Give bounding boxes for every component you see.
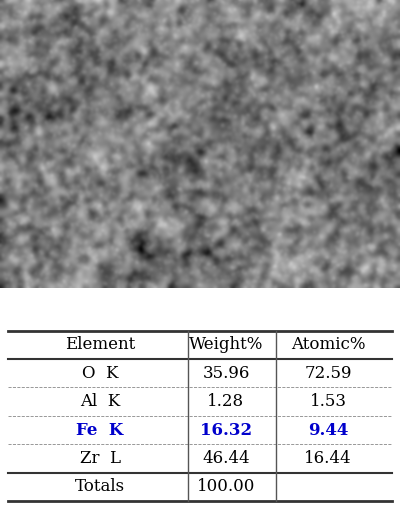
Text: 35.96: 35.96 [202,365,250,382]
Text: 16.32: 16.32 [200,422,252,439]
Text: 1.53: 1.53 [310,393,346,410]
Text: 9.44: 9.44 [308,422,348,439]
Text: Atomic%: Atomic% [291,336,365,353]
Text: S4700 5.0kV  13.3mm  x5.00k  SE(U): S4700 5.0kV 13.3mm x5.00k SE(U) [4,299,234,309]
Text: 16.44: 16.44 [304,450,352,467]
Text: Totals: Totals [75,478,125,495]
Text: 46.44: 46.44 [202,450,250,467]
Text: 72.59: 72.59 [304,365,352,382]
Text: O  K: O K [82,365,118,382]
Text: Al  K: Al K [80,393,120,410]
Text: Weight%: Weight% [189,336,263,353]
Text: Element: Element [65,336,135,353]
Text: Fe  K: Fe K [76,422,124,439]
Text: 10.0um: 10.0um [300,307,340,317]
Text: 1.28: 1.28 [208,393,244,410]
Text: Zr  L: Zr L [80,450,120,467]
Text: 100.00: 100.00 [197,478,255,495]
